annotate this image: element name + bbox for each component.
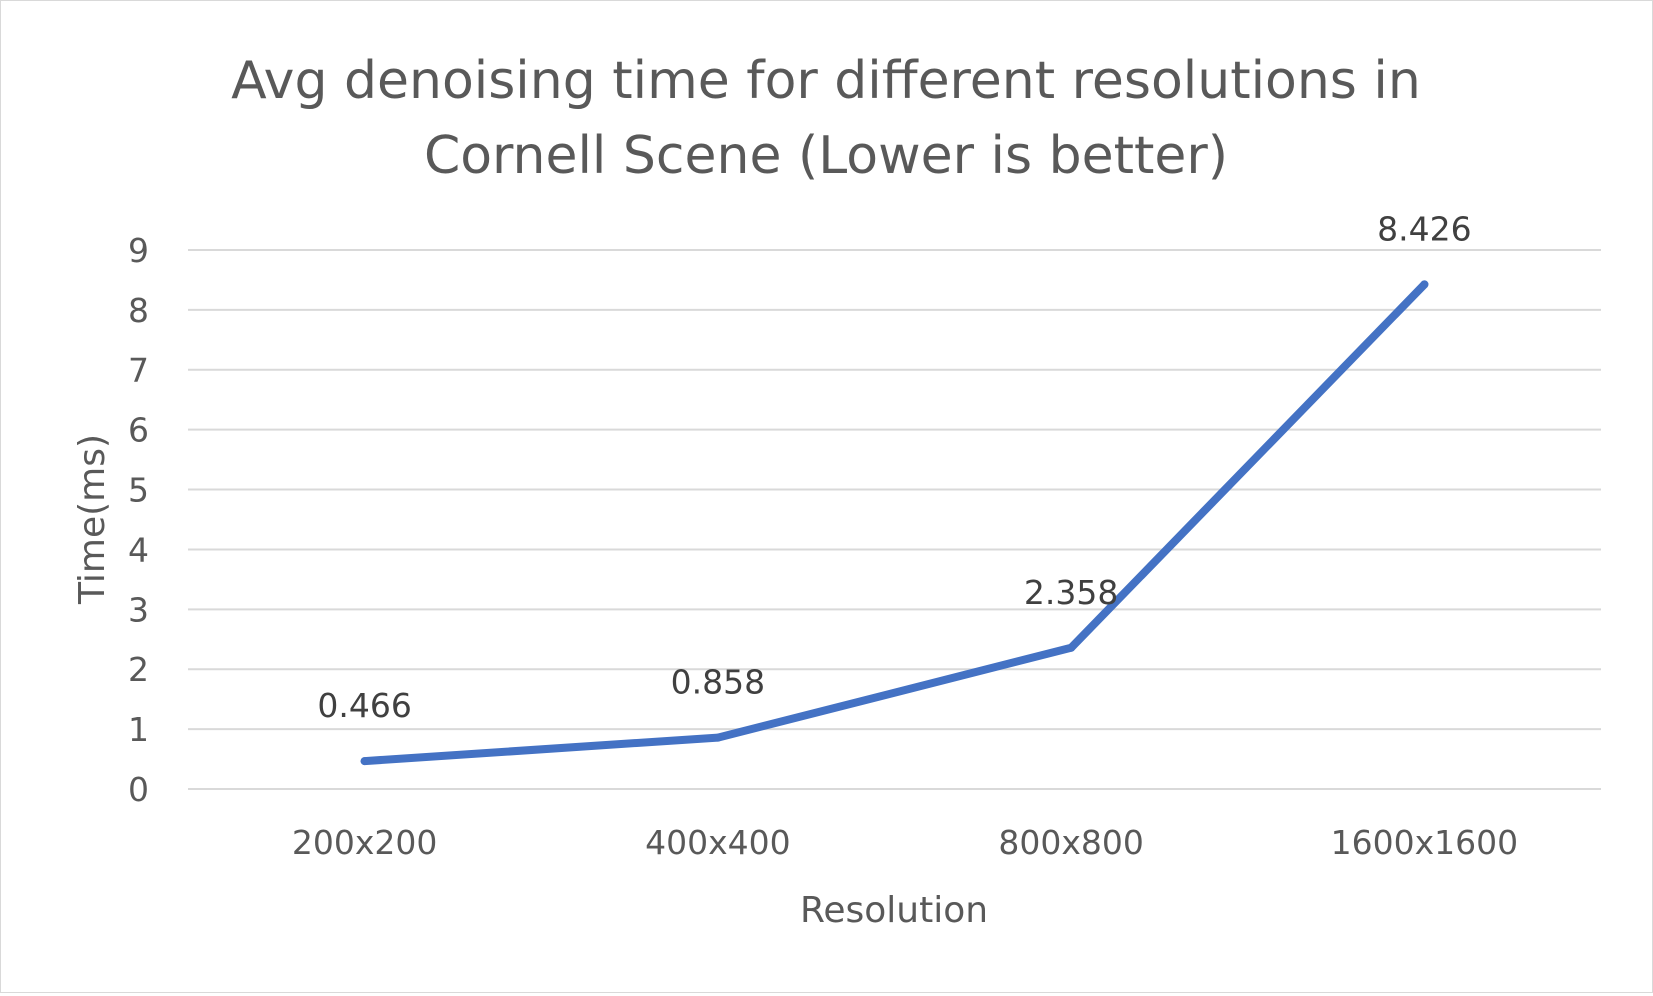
x-tick-label-2: 800x800 <box>998 823 1144 862</box>
x-axis-ticks: 200x200 400x400 800x800 1600x1600 <box>292 823 1518 862</box>
y-tick-label-4: 4 <box>128 530 149 569</box>
y-tick-label-2: 2 <box>128 650 149 689</box>
data-point-3 <box>1420 280 1429 289</box>
data-point-0 <box>360 757 369 766</box>
data-label-3: 8.426 <box>1377 209 1471 248</box>
y-axis-ticks: 0 1 2 3 4 5 6 7 8 9 <box>128 231 149 809</box>
y-tick-label-3: 3 <box>128 590 149 629</box>
y-tick-label-0: 0 <box>128 770 149 809</box>
x-tick-label-3: 1600x1600 <box>1331 823 1519 862</box>
data-label-2: 2.358 <box>1024 573 1118 612</box>
data-point-1 <box>713 733 722 742</box>
y-tick-label-5: 5 <box>128 471 149 510</box>
x-axis-title: Resolution <box>800 890 988 931</box>
x-tick-label-1: 400x400 <box>645 823 791 862</box>
y-axis-title: Time(ms) <box>72 434 113 605</box>
series-layer <box>360 280 1429 766</box>
gridlines <box>188 249 1601 790</box>
y-tick-label-8: 8 <box>128 291 149 330</box>
chart-title: Avg denoising time for different resolut… <box>231 51 1421 186</box>
chart-title-line-2: Cornell Scene (Lower is better) <box>424 126 1228 186</box>
data-point-2 <box>1067 643 1076 652</box>
data-label-1: 0.858 <box>671 663 765 702</box>
y-tick-label-6: 6 <box>128 411 149 450</box>
data-labels: 0.466 0.858 2.358 8.426 <box>317 209 1471 725</box>
y-tick-label-7: 7 <box>128 351 149 390</box>
chart-title-line-1: Avg denoising time for different resolut… <box>231 51 1421 111</box>
series-line-0 <box>360 280 1429 766</box>
x-tick-label-0: 200x200 <box>292 823 438 862</box>
y-tick-label-1: 1 <box>128 710 149 749</box>
data-label-0: 0.466 <box>317 686 411 725</box>
y-tick-label-9: 9 <box>128 231 149 270</box>
